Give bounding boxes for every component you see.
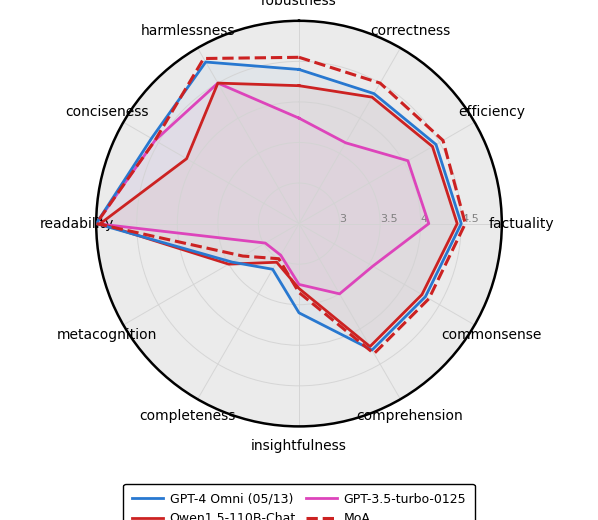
Polygon shape [96, 83, 429, 294]
Polygon shape [100, 83, 457, 346]
Polygon shape [96, 62, 461, 350]
Legend: GPT-4 Omni (05/13), Qwen1.5-110B-Chat, GPT-3.5-turbo-0125, MoA: GPT-4 Omni (05/13), Qwen1.5-110B-Chat, G… [123, 484, 475, 520]
